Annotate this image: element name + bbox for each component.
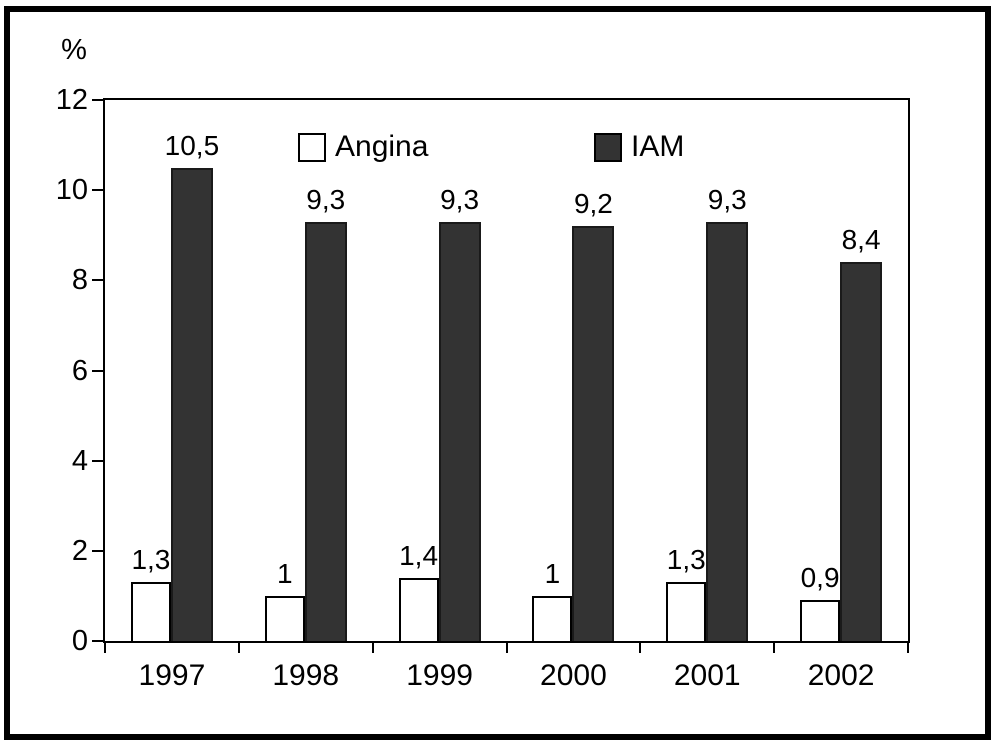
x-axis-tick (639, 643, 642, 653)
y-axis-tick-label: 2 (71, 534, 88, 567)
bar-value-label: 0,9 (800, 562, 840, 594)
x-axis-tick-label: 1998 (272, 659, 340, 692)
legend-item-angina: Angina (298, 131, 428, 163)
y-axis-tick-label: 12 (55, 84, 88, 116)
x-axis-tick (773, 643, 776, 653)
y-axis-tick (92, 549, 103, 552)
y-axis-tick-label: 10 (55, 174, 88, 207)
legend-swatch-iam (594, 132, 622, 162)
bar-angina-2000 (532, 595, 573, 641)
x-axis-tick-label: 1997 (138, 659, 206, 692)
y-axis-tick-label: 6 (71, 354, 88, 387)
x-axis-tick (104, 643, 106, 653)
bar-value-label: 9,2 (573, 188, 613, 220)
bar-angina-2001 (666, 582, 707, 641)
y-axis-tick-label: 4 (71, 444, 88, 477)
bar-value-label: 10,5 (164, 129, 220, 161)
bar-value-label: 1 (544, 557, 561, 589)
bar-value-label: 9,3 (440, 183, 480, 215)
bar-angina-2002 (800, 600, 841, 641)
bar-value-label: 1,3 (666, 544, 706, 576)
legend-label: IAM (631, 130, 685, 163)
bar-angina-1999 (398, 577, 439, 641)
x-axis-tick (505, 643, 508, 653)
y-axis-tick-label: 8 (71, 264, 88, 297)
bar-iam-1998 (304, 221, 347, 641)
y-axis-tick (92, 459, 103, 462)
bar-value-label: 1,3 (131, 544, 171, 576)
y-axis-unit-label: % (61, 34, 87, 66)
y-axis-tick (92, 640, 103, 642)
plot-area: 1,3 10,5 1 9,3 1,4 9,3 1 9,2 1,3 9,3 0,9 8,4 Angina… (103, 98, 910, 643)
x-axis-tick-label: 2000 (540, 659, 607, 692)
x-axis-tick (371, 643, 374, 653)
legend-swatch-angina (298, 132, 326, 162)
x-axis-tick-label: 2002 (807, 659, 875, 692)
x-axis-tick-label: 1999 (406, 659, 473, 692)
y-axis-tick (92, 99, 103, 101)
legend-item-iam: IAM (594, 131, 684, 163)
x-axis-tick-label: 2001 (673, 659, 741, 692)
bar-iam-2001 (706, 221, 749, 641)
bar-value-label: 9,3 (707, 183, 747, 215)
bar-value-label: 1 (276, 557, 293, 589)
x-axis-tick (907, 643, 909, 653)
bar-iam-1997 (170, 167, 213, 641)
bar-iam-2002 (840, 262, 883, 641)
y-axis-tick (92, 189, 103, 192)
bar-angina-1997 (130, 582, 171, 641)
bar-value-label: 8,4 (841, 224, 881, 256)
bar-iam-2000 (572, 226, 615, 641)
y-axis-tick (92, 279, 103, 282)
bar-angina-1998 (264, 595, 305, 641)
legend-label: Angina (335, 130, 429, 163)
y-axis-tick-label: 0 (71, 625, 88, 657)
bar-value-label: 9,3 (306, 183, 346, 215)
x-axis-tick (237, 643, 240, 653)
y-axis-tick (92, 369, 103, 372)
bar-iam-1999 (438, 221, 481, 641)
bar-value-label: 1,4 (399, 539, 439, 571)
